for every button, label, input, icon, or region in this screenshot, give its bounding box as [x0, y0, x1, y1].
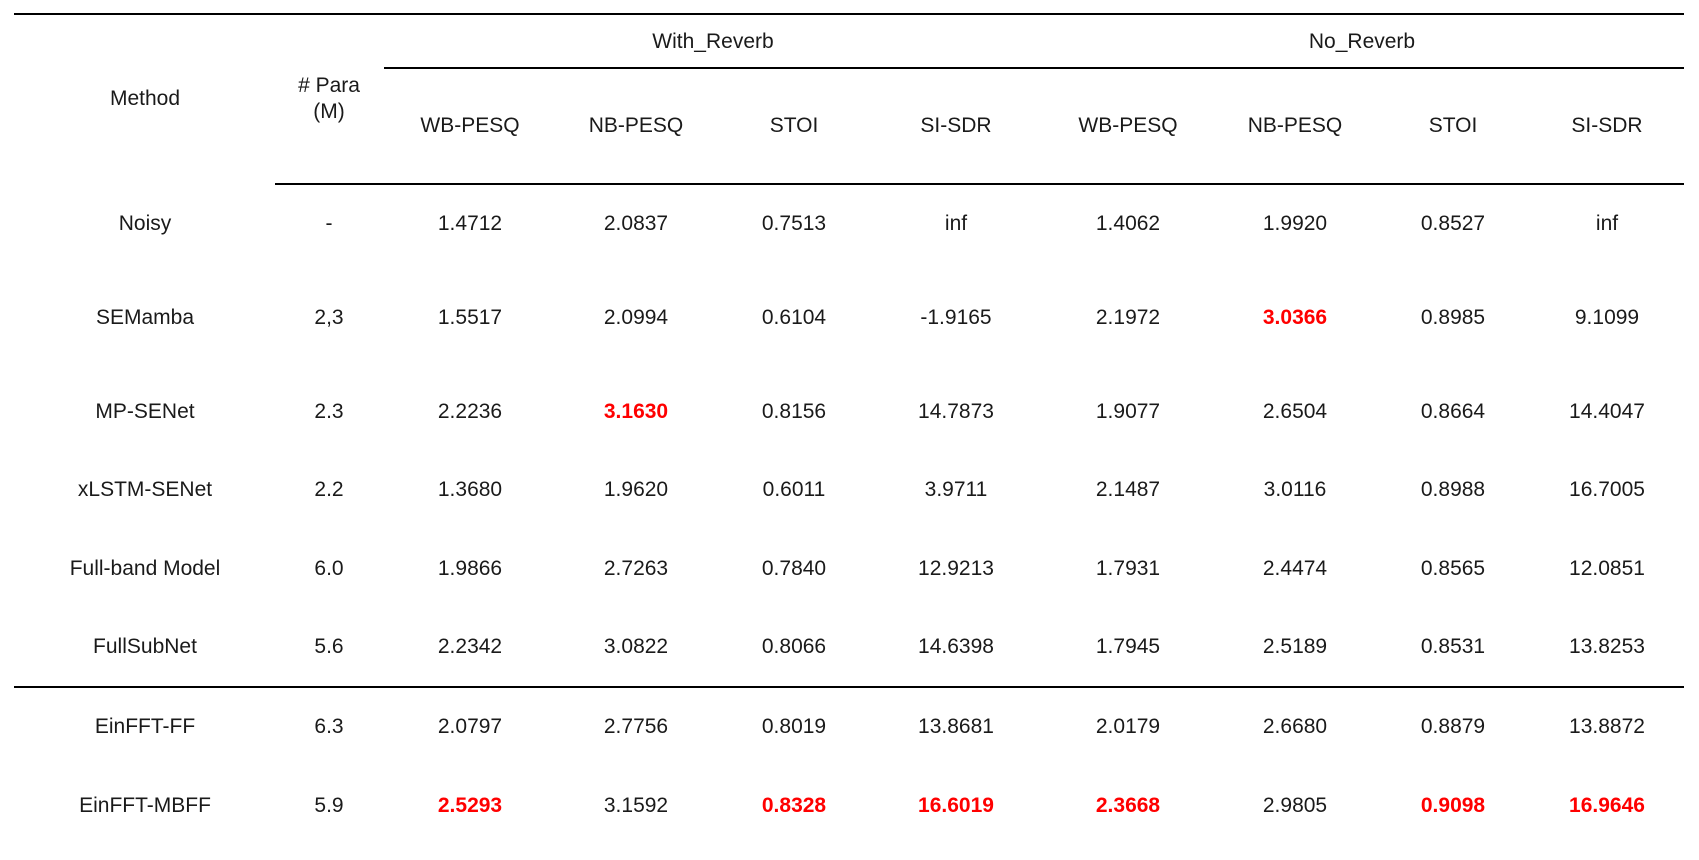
- best-value-cell: 2.3668: [1095, 794, 1161, 817]
- value-cell: 0.8988: [1420, 478, 1486, 501]
- value-cell: 1.4062: [1095, 212, 1161, 235]
- method-cell: xLSTM-SENet: [77, 478, 213, 501]
- metric-header: WB-PESQ: [1078, 114, 1178, 137]
- method-cell: Noisy: [118, 212, 172, 235]
- value-cell: 0.6104: [761, 306, 827, 329]
- value-cell: 0.8019: [761, 715, 827, 738]
- best-value-cell: 0.8328: [761, 794, 827, 817]
- best-value-cell: 16.9646: [1569, 794, 1645, 817]
- value-cell: 0.8531: [1420, 635, 1486, 658]
- value-cell: 0.8527: [1420, 212, 1486, 235]
- params-cell: 5.9: [314, 794, 344, 817]
- value-cell: 14.6398: [918, 635, 994, 658]
- value-cell: 1.7945: [1095, 635, 1161, 658]
- value-cell: 2.7263: [603, 557, 669, 580]
- value-cell: 1.9920: [1262, 212, 1328, 235]
- value-cell: 2.6504: [1262, 400, 1328, 423]
- value-cell: 2.9805: [1262, 794, 1328, 817]
- value-cell: 0.8156: [761, 400, 827, 423]
- method-cell: Full-band Model: [69, 557, 221, 580]
- best-value-cell: 3.1630: [603, 400, 669, 423]
- header-bottom-rule: [275, 183, 1684, 185]
- metric-header: STOI: [1428, 114, 1478, 137]
- value-cell: 1.7931: [1095, 557, 1161, 580]
- metric-header: WB-PESQ: [420, 114, 520, 137]
- params-cell: 2.3: [314, 400, 344, 423]
- params-cell: -: [325, 212, 333, 235]
- metric-header: STOI: [769, 114, 819, 137]
- value-cell: 2.0994: [603, 306, 669, 329]
- method-header: Method: [109, 87, 181, 110]
- method-cell: MP-SENet: [95, 400, 195, 423]
- value-cell: inf: [944, 212, 968, 235]
- best-value-cell: 2.5293: [437, 794, 503, 817]
- value-cell: 1.3680: [437, 478, 503, 501]
- value-cell: 1.4712: [437, 212, 503, 235]
- value-cell: 2.4474: [1262, 557, 1328, 580]
- value-cell: 1.5517: [437, 306, 503, 329]
- value-cell: 1.9620: [603, 478, 669, 501]
- group-header-no-reverb: No_Reverb: [1308, 30, 1416, 53]
- value-cell: 12.0851: [1569, 557, 1645, 580]
- value-cell: 2.0179: [1095, 715, 1161, 738]
- value-cell: 3.0116: [1263, 478, 1327, 501]
- value-cell: 3.9711: [924, 478, 988, 501]
- value-cell: 1.9866: [437, 557, 503, 580]
- method-cell: SEMamba: [95, 306, 195, 329]
- value-cell: 14.4047: [1569, 400, 1645, 423]
- value-cell: 1.9077: [1095, 400, 1161, 423]
- value-cell: 0.6011: [762, 478, 826, 501]
- top-rule: [14, 13, 1684, 15]
- value-cell: 12.9213: [918, 557, 994, 580]
- best-value-cell: 3.0366: [1262, 306, 1328, 329]
- value-cell: 0.8664: [1420, 400, 1486, 423]
- value-cell: -1.9165: [920, 306, 992, 329]
- params-header-line2: (M): [313, 100, 345, 123]
- group-rule: [384, 67, 1684, 69]
- value-cell: 0.8066: [761, 635, 827, 658]
- value-cell: 2.2236: [437, 400, 503, 423]
- value-cell: 3.1592: [603, 794, 669, 817]
- metric-header: SI-SDR: [1571, 114, 1643, 137]
- params-cell: 6.0: [314, 557, 344, 580]
- value-cell: 2.0797: [437, 715, 503, 738]
- params-header-line1: # Para: [298, 74, 360, 97]
- value-cell: 9.1099: [1574, 306, 1640, 329]
- method-cell: FullSubNet: [93, 635, 197, 658]
- value-cell: 13.8253: [1569, 635, 1645, 658]
- value-cell: 0.7840: [761, 557, 827, 580]
- best-value-cell: 16.6019: [918, 794, 994, 817]
- value-cell: 0.7513: [761, 212, 827, 235]
- value-cell: 2.7756: [603, 715, 669, 738]
- value-cell: 16.7005: [1569, 478, 1645, 501]
- value-cell: 3.0822: [603, 635, 669, 658]
- value-cell: 2.2342: [437, 635, 503, 658]
- value-cell: 2.0837: [603, 212, 669, 235]
- params-cell: 2,3: [314, 306, 344, 329]
- value-cell: 13.8681: [918, 715, 994, 738]
- params-cell: 6.3: [314, 715, 344, 738]
- method-cell: EinFFT-MBFF: [79, 794, 211, 817]
- params-cell: 5.6: [314, 635, 344, 658]
- value-cell: 0.8985: [1420, 306, 1486, 329]
- value-cell: 2.1487: [1095, 478, 1161, 501]
- params-header: # Para (M): [298, 73, 360, 125]
- value-cell: 14.7873: [918, 400, 994, 423]
- value-cell: 0.8565: [1420, 557, 1486, 580]
- value-cell: 0.8879: [1420, 715, 1486, 738]
- value-cell: 2.6680: [1262, 715, 1328, 738]
- group-header-with-reverb: With_Reverb: [652, 30, 774, 53]
- section-divider-rule: [14, 686, 1684, 688]
- value-cell: 2.5189: [1262, 635, 1328, 658]
- best-value-cell: 0.9098: [1420, 794, 1486, 817]
- params-cell: 2.2: [314, 478, 344, 501]
- metric-header: SI-SDR: [920, 114, 992, 137]
- value-cell: 13.8872: [1569, 715, 1645, 738]
- method-cell: EinFFT-FF: [94, 715, 196, 738]
- metric-header: NB-PESQ: [588, 114, 684, 137]
- value-cell: 2.1972: [1095, 306, 1161, 329]
- metric-header: NB-PESQ: [1247, 114, 1343, 137]
- value-cell: inf: [1595, 212, 1619, 235]
